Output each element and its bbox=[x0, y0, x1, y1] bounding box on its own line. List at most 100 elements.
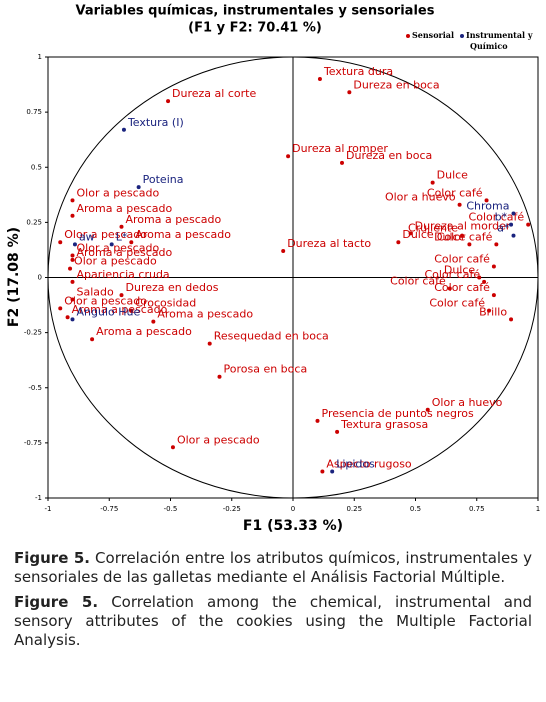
point-label: Color café bbox=[429, 297, 485, 310]
point bbox=[509, 317, 514, 322]
point bbox=[315, 418, 320, 423]
point bbox=[491, 293, 496, 298]
point-label: Color café bbox=[469, 211, 525, 224]
chart: Variables químicas, instrumentales y sen… bbox=[6, 4, 540, 535]
point bbox=[281, 249, 286, 254]
point bbox=[317, 77, 322, 82]
point-label: Poteina bbox=[143, 173, 184, 186]
point-label: Dulce bbox=[434, 230, 466, 243]
point-label: Textura grasosa bbox=[340, 418, 428, 431]
point bbox=[58, 240, 63, 245]
point-label: Aroma a pescado bbox=[77, 246, 173, 259]
point bbox=[119, 224, 124, 229]
captions: Figure 5. Correlación entre los atributo… bbox=[0, 549, 546, 650]
y-tick-label: -0.5 bbox=[28, 384, 42, 392]
point bbox=[166, 99, 171, 104]
figure-caption: Figure 5. Correlation among the chemical… bbox=[14, 593, 532, 650]
x-tick-label: 0.5 bbox=[410, 505, 421, 513]
point bbox=[509, 222, 514, 227]
legend-marker bbox=[406, 34, 410, 38]
point bbox=[494, 242, 499, 247]
point bbox=[347, 90, 352, 95]
point bbox=[484, 198, 489, 203]
legend-label-line: Químico bbox=[470, 41, 508, 51]
point bbox=[68, 266, 73, 271]
point bbox=[460, 233, 465, 238]
y-tick-label: -1 bbox=[35, 494, 42, 502]
point bbox=[70, 297, 75, 302]
point-label: Olor a pescado bbox=[64, 294, 147, 307]
point-label: Resequedad en boca bbox=[214, 330, 329, 343]
point bbox=[511, 211, 516, 216]
point bbox=[72, 242, 77, 247]
point bbox=[90, 337, 95, 342]
x-tick-label: 0 bbox=[291, 505, 295, 513]
point-label: Olor a pescado bbox=[77, 186, 160, 199]
caption-text: Correlación entre los atributos químicos… bbox=[14, 549, 533, 586]
point bbox=[487, 308, 491, 313]
point-label: Olor a pescado bbox=[64, 228, 147, 241]
point-label: Aroma a pescado bbox=[77, 202, 173, 215]
caption-label: Figure 5. bbox=[14, 593, 99, 611]
point-label: Color café bbox=[390, 275, 446, 288]
point bbox=[217, 374, 222, 379]
point bbox=[511, 233, 516, 238]
point-label: Olor a huevo bbox=[385, 191, 456, 204]
point-label: Olor a pescado bbox=[177, 433, 260, 446]
x-tick-label: 0.75 bbox=[469, 505, 485, 513]
point bbox=[491, 264, 496, 269]
point-label: L* bbox=[116, 230, 128, 243]
point bbox=[58, 306, 63, 311]
y-axis-label: F2 (17.08 %) bbox=[6, 227, 22, 327]
point bbox=[447, 286, 452, 291]
point-label: Dureza en boca bbox=[353, 78, 439, 91]
x-tick-label: 0.25 bbox=[346, 505, 362, 513]
point bbox=[109, 242, 114, 247]
point-label: Aspecto rugoso bbox=[326, 458, 412, 471]
point bbox=[70, 253, 75, 258]
point-label: Apariencia cruda bbox=[77, 268, 170, 281]
y-tick-label: 0.5 bbox=[31, 163, 42, 171]
x-tick-label: -0.5 bbox=[164, 505, 178, 513]
point-label: Dulce bbox=[444, 264, 476, 277]
point-label: Brillo bbox=[479, 305, 507, 318]
point bbox=[340, 160, 344, 165]
point-label: Dureza en boca bbox=[346, 149, 432, 162]
point-label: Dureza al romper bbox=[292, 142, 388, 155]
point bbox=[286, 154, 291, 159]
point-label: Dureza al corte bbox=[172, 87, 256, 100]
point bbox=[151, 319, 156, 324]
point bbox=[70, 257, 75, 262]
point-label: Olor a pescado bbox=[74, 255, 157, 268]
point bbox=[467, 242, 472, 247]
point bbox=[408, 231, 413, 236]
point-label: Chroma bbox=[466, 200, 509, 213]
point-label: Crujiente bbox=[408, 222, 458, 235]
point bbox=[320, 469, 325, 474]
x-tick-label: -1 bbox=[45, 505, 52, 513]
y-tick-label: 0 bbox=[38, 274, 42, 282]
point bbox=[482, 279, 487, 284]
point-label: Angulo Hue bbox=[77, 305, 141, 318]
legend-label: Instrumental y Químico bbox=[466, 30, 533, 51]
point bbox=[207, 341, 212, 346]
x-axis-label: F1 (53.33 %) bbox=[243, 518, 343, 534]
x-tick-label: 1 bbox=[536, 505, 540, 513]
legend-label: Sensorial bbox=[412, 30, 454, 40]
point-label: b* bbox=[495, 211, 508, 224]
point-label: a* bbox=[497, 222, 510, 235]
caption-text: Correlation among the chemical, instrume… bbox=[14, 593, 533, 649]
point bbox=[129, 240, 134, 245]
point bbox=[526, 222, 531, 227]
caption-label: Figure 5. bbox=[14, 549, 90, 567]
y-tick-label: 0.25 bbox=[26, 218, 42, 226]
point-label: Color café bbox=[437, 230, 493, 243]
point-label: Dulce bbox=[402, 228, 434, 241]
point bbox=[65, 315, 70, 320]
point-label: aw bbox=[79, 230, 95, 243]
figure-caption: Figure 5. Correlación entre los atributo… bbox=[14, 549, 532, 587]
point-label: Aroma a pescado bbox=[72, 303, 168, 316]
point-label: Color café bbox=[434, 281, 490, 294]
chart-subtitle: (F1 y F2: 70.41 %) bbox=[188, 21, 322, 36]
